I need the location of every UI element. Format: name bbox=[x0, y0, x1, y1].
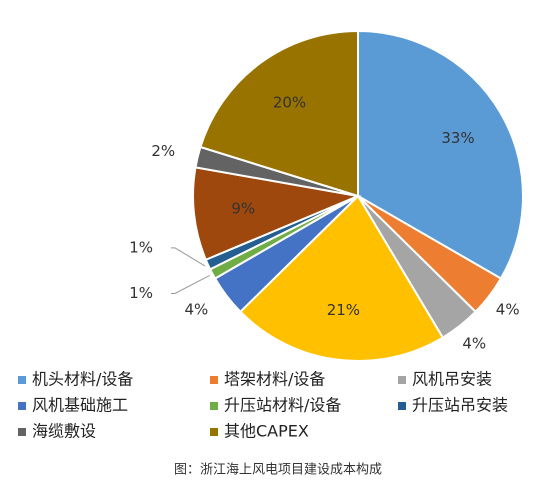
leader-line bbox=[171, 275, 210, 294]
legend-swatch bbox=[18, 376, 26, 384]
legend-label: 升压站吊安装 bbox=[412, 396, 508, 415]
legend-label: 海缆敷设 bbox=[32, 422, 96, 441]
legend-swatch bbox=[398, 376, 406, 384]
legend-swatch bbox=[398, 402, 406, 410]
data-label: 33% bbox=[441, 129, 474, 147]
legend-swatch bbox=[18, 428, 26, 436]
legend-label: 风机吊安装 bbox=[412, 370, 492, 389]
caption: 图：浙江海上风电项目建设成本构成 bbox=[174, 463, 382, 478]
legend-label: 塔架材料/设备 bbox=[224, 370, 325, 389]
data-label: 9% bbox=[231, 199, 255, 217]
pie-slice bbox=[199, 29, 359, 198]
legend-label: 机头材料/设备 bbox=[32, 370, 133, 389]
data-label: 4% bbox=[185, 300, 209, 318]
pie-slice bbox=[357, 29, 524, 280]
pie-slice bbox=[192, 166, 362, 262]
data-label: 21% bbox=[327, 301, 360, 319]
legend-label: 升压站材料/设备 bbox=[224, 396, 341, 415]
legend-swatch bbox=[210, 428, 218, 436]
legend-swatch bbox=[210, 402, 218, 410]
pie-slice bbox=[238, 194, 445, 362]
data-label: 20% bbox=[273, 93, 306, 111]
legend-label: 风机基础施工 bbox=[32, 396, 128, 415]
data-label: 1% bbox=[129, 238, 153, 256]
data-label: 4% bbox=[496, 300, 520, 318]
data-label: 2% bbox=[151, 142, 175, 160]
legend-label: 其他CAPEX bbox=[224, 422, 309, 441]
data-label: 1% bbox=[129, 284, 153, 302]
data-label: 4% bbox=[462, 334, 486, 352]
legend-swatch bbox=[18, 402, 26, 410]
legend-swatch bbox=[210, 376, 218, 384]
leader-line bbox=[171, 247, 206, 267]
